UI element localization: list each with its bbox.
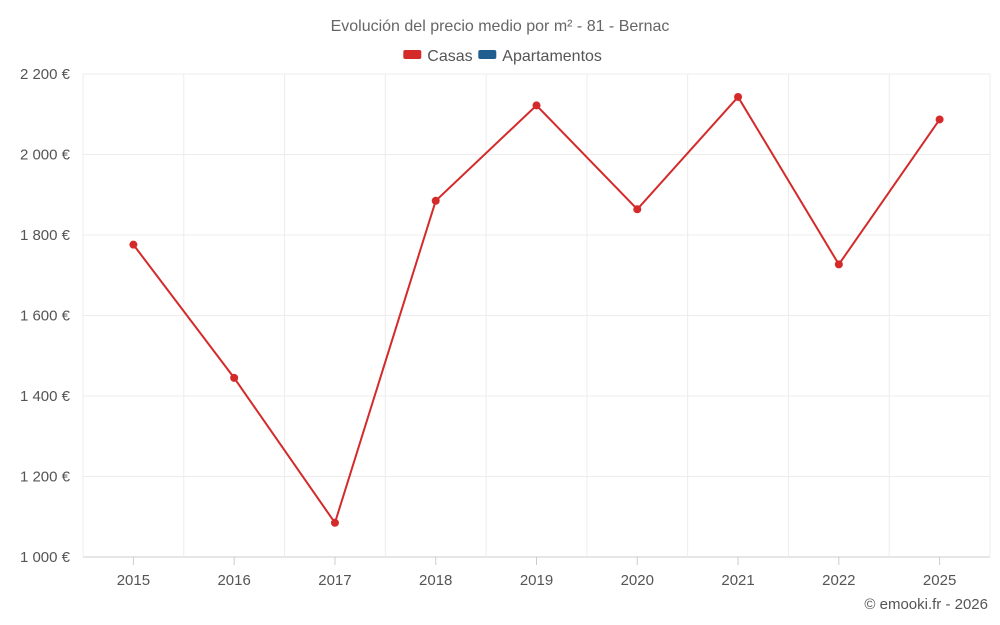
y-tick-label: 1 200 € [20, 469, 71, 486]
legend-label[interactable]: Casas [427, 48, 472, 65]
data-point[interactable] [330, 518, 339, 527]
series-line [132, 95, 941, 526]
x-tick-label: 2019 [520, 572, 553, 589]
y-tick-label: 2 200 € [20, 66, 71, 83]
data-point[interactable] [129, 240, 138, 249]
x-tick-label: 2016 [217, 572, 250, 589]
data-point[interactable] [532, 101, 541, 110]
x-axis: 2015 2016 2017 2018 2019 2020 2021 2022 2025 [117, 557, 956, 589]
legend: Casas Apartamentos [403, 48, 602, 65]
data-point[interactable] [734, 92, 743, 101]
x-tick-label: 2015 [117, 572, 150, 589]
legend-label[interactable]: Apartamentos [502, 48, 602, 65]
data-point[interactable] [633, 205, 642, 214]
data-point[interactable] [431, 196, 440, 205]
legend-swatch [403, 50, 422, 59]
y-axis: 1 000 € 1 200 € 1 400 € 1 600 € 1 800 € 2 000… [20, 66, 71, 566]
series-layer [129, 92, 944, 527]
y-tick-label: 1 000 € [20, 549, 71, 566]
y-tick-label: 1 600 € [20, 308, 71, 325]
x-tick-label: 2021 [721, 572, 754, 589]
x-tick-label: 2020 [621, 572, 654, 589]
x-tick-label: 2018 [419, 572, 452, 589]
legend-swatch [478, 50, 497, 59]
y-tick-label: 1 400 € [20, 388, 71, 405]
data-point[interactable] [230, 373, 239, 382]
x-tick-label: 2025 [923, 572, 956, 589]
data-point[interactable] [834, 260, 843, 269]
data-point[interactable] [935, 115, 944, 124]
credit-text: © emooki.fr - 2026 [864, 596, 988, 613]
x-tick-label: 2022 [822, 572, 855, 589]
chart-title: Evolución del precio medio por m² - 81 -… [331, 18, 670, 35]
x-tick-label: 2017 [318, 572, 351, 589]
y-tick-label: 2 000 € [20, 147, 71, 164]
y-tick-label: 1 800 € [20, 227, 71, 244]
gridlines [82, 73, 991, 558]
